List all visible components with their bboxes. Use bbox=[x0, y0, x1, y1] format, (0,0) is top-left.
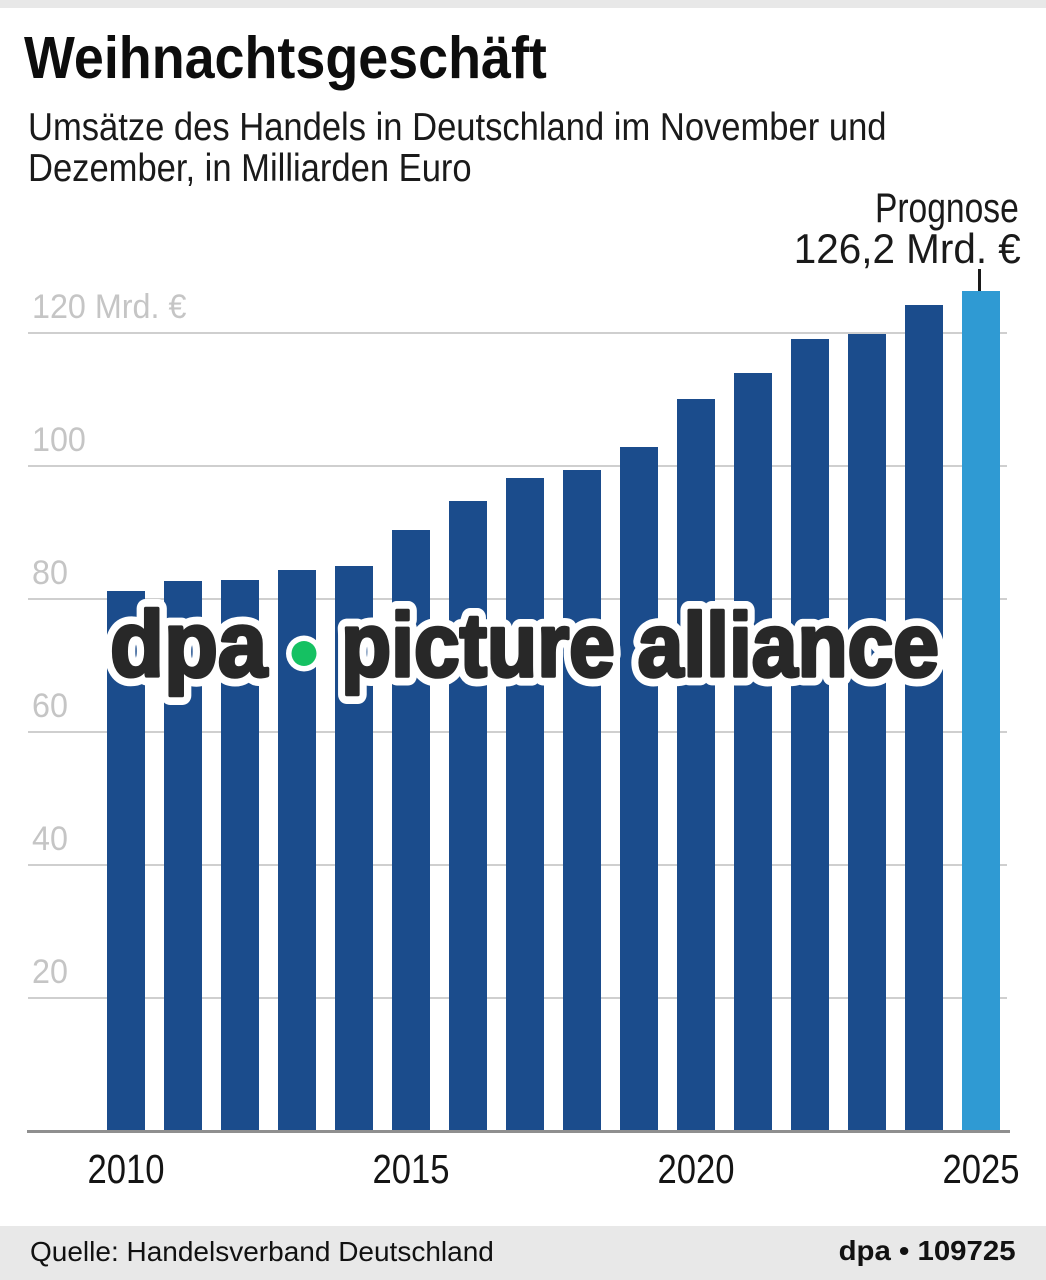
svg-text:picture alliance: picture alliance bbox=[341, 596, 939, 696]
svg-text:dpa: dpa bbox=[110, 592, 268, 696]
svg-text:picture alliance: picture alliance bbox=[341, 596, 939, 696]
svg-text:dpa: dpa bbox=[110, 592, 268, 696]
